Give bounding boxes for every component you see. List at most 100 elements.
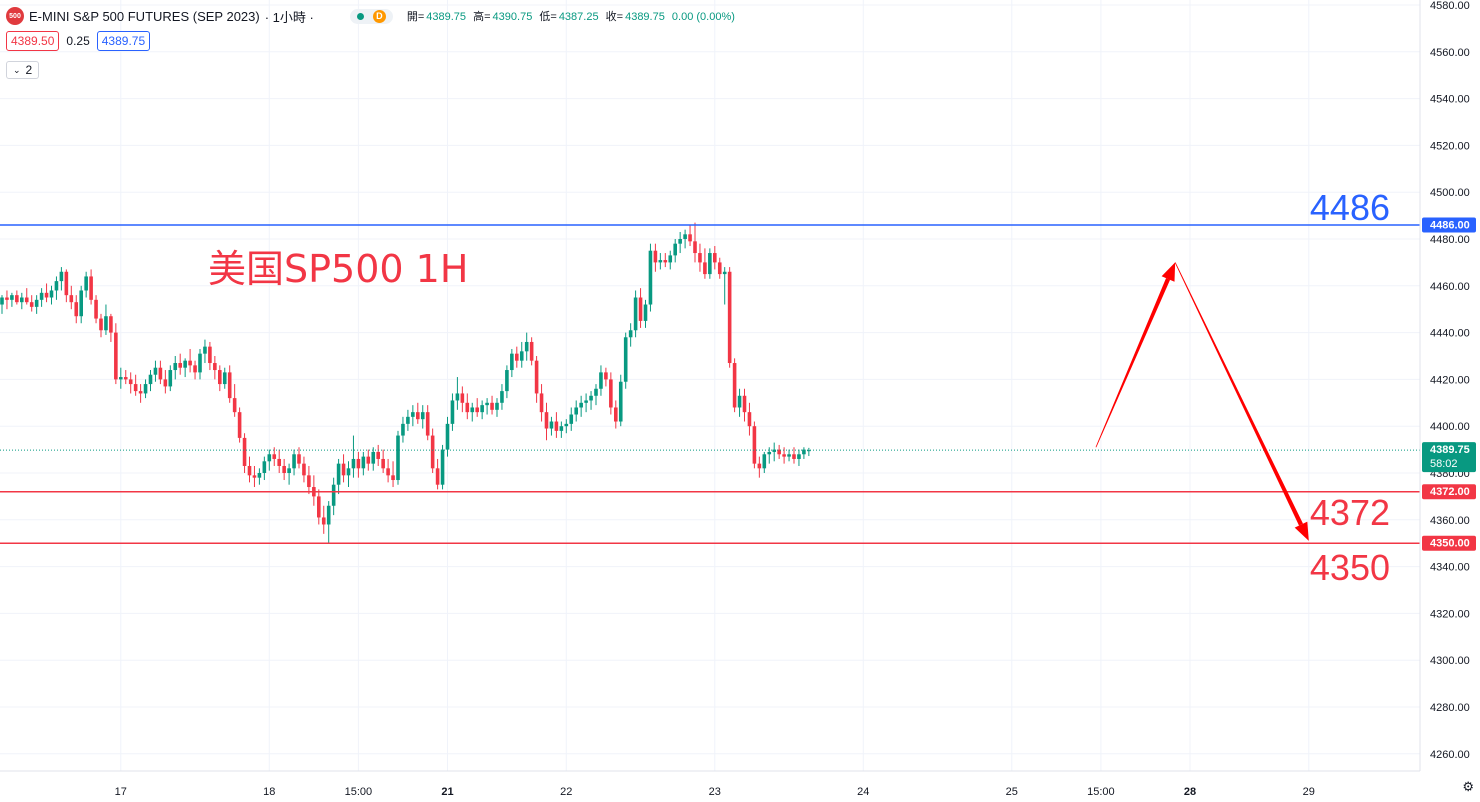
candle xyxy=(549,416,554,436)
candle-body xyxy=(227,372,232,399)
candle xyxy=(534,356,539,403)
candle xyxy=(138,384,143,403)
interval-label[interactable]: · 1小時 · xyxy=(264,9,314,25)
candle xyxy=(465,393,470,420)
candle-body xyxy=(703,262,707,275)
settings-gear-icon[interactable]: ⚙ xyxy=(1462,779,1474,794)
candle-body xyxy=(193,365,197,373)
price-tick-label: 4280.00 xyxy=(1430,702,1470,714)
candle-body xyxy=(470,407,475,413)
price-tick-label: 4540.00 xyxy=(1430,94,1470,106)
candle xyxy=(109,313,113,342)
candle-body xyxy=(386,468,390,476)
candle xyxy=(34,295,39,314)
time-tick-label: 23 xyxy=(709,786,721,798)
candle-body xyxy=(559,426,564,431)
candle xyxy=(519,341,524,368)
candle xyxy=(480,400,484,420)
candle-body xyxy=(307,475,311,488)
candle-body xyxy=(20,297,24,303)
candle-body xyxy=(430,435,435,469)
candle-body xyxy=(123,377,128,380)
candle xyxy=(628,323,633,347)
candle xyxy=(143,379,148,399)
candle xyxy=(183,358,187,378)
price-axis[interactable] xyxy=(1419,0,1480,802)
candle-body xyxy=(683,234,687,239)
candle xyxy=(678,231,682,254)
candle-body xyxy=(114,332,118,380)
candle xyxy=(574,400,578,422)
countdown-label: 58:02 xyxy=(1430,458,1458,470)
symbol-logo[interactable]: 500 xyxy=(6,7,24,25)
candle-body xyxy=(599,372,603,389)
candle xyxy=(158,360,163,385)
candle xyxy=(252,465,257,488)
candle-body xyxy=(282,465,286,473)
price-tag-label: 4486.00 xyxy=(1430,219,1470,231)
candle xyxy=(366,449,371,471)
candle-body xyxy=(188,360,192,366)
candle xyxy=(683,229,687,249)
candle xyxy=(133,374,138,396)
candle-body xyxy=(104,316,108,331)
candle xyxy=(406,409,410,431)
quote-row: 4389.50 0.25 4389.75 xyxy=(6,31,151,51)
candle xyxy=(440,444,445,490)
price-tick-label: 4440.00 xyxy=(1430,328,1470,340)
candle-body xyxy=(554,421,559,431)
candle-body xyxy=(356,458,361,469)
candle xyxy=(371,447,376,471)
candle xyxy=(119,367,123,389)
indicators-toggle[interactable]: ⌄ 2 xyxy=(6,61,40,79)
sell-price-button[interactable]: 4389.50 xyxy=(6,31,60,51)
time-tick-label: 22 xyxy=(560,786,572,798)
time-axis[interactable]: 17 18 15:00 21 22 23 24 25 15:00 28 29 xyxy=(0,770,1420,802)
candle xyxy=(618,374,623,427)
candle-body xyxy=(99,318,103,331)
candle-body xyxy=(653,250,658,263)
candle xyxy=(515,346,519,368)
candle-body xyxy=(361,456,366,469)
candle xyxy=(614,400,618,429)
price-tag: 4486.00 xyxy=(1422,217,1476,233)
price-tick-label: 4360.00 xyxy=(1430,515,1470,527)
price-tick-label: 4560.00 xyxy=(1430,47,1470,59)
candle xyxy=(331,477,336,516)
candle-body xyxy=(94,299,98,319)
candle xyxy=(609,372,613,415)
candle xyxy=(188,348,192,373)
candle-body xyxy=(272,454,277,459)
candle xyxy=(529,337,534,366)
candle xyxy=(703,248,707,279)
market-status[interactable]: D xyxy=(349,8,393,24)
candle-body xyxy=(44,292,49,298)
candle xyxy=(416,402,420,424)
buy-price-button[interactable]: 4389.75 xyxy=(96,31,151,51)
candle-body xyxy=(732,363,737,408)
candle-body xyxy=(747,412,752,427)
candle-body xyxy=(54,281,59,291)
candle-body xyxy=(29,302,34,307)
candle xyxy=(39,288,44,307)
candle-body xyxy=(604,372,608,380)
candle-body xyxy=(762,454,767,469)
candle xyxy=(222,367,227,389)
projection-arrow[interactable] xyxy=(1095,262,1309,541)
candle xyxy=(401,416,405,443)
candle-body xyxy=(341,463,346,476)
candle xyxy=(713,246,717,270)
time-tick-label: 17 xyxy=(115,786,127,798)
symbol-title[interactable]: E-MINI S&P 500 FUTURES (SEP 2023) xyxy=(29,8,260,24)
candle-body xyxy=(302,463,306,476)
candle-body xyxy=(510,353,514,371)
candle-body xyxy=(331,484,336,506)
candle-body xyxy=(623,337,628,382)
candle xyxy=(658,253,663,270)
horizontal-levels[interactable] xyxy=(0,224,1420,544)
candle xyxy=(559,421,564,438)
candle xyxy=(391,461,395,488)
candle-body xyxy=(772,449,776,452)
candle-body xyxy=(569,414,574,424)
